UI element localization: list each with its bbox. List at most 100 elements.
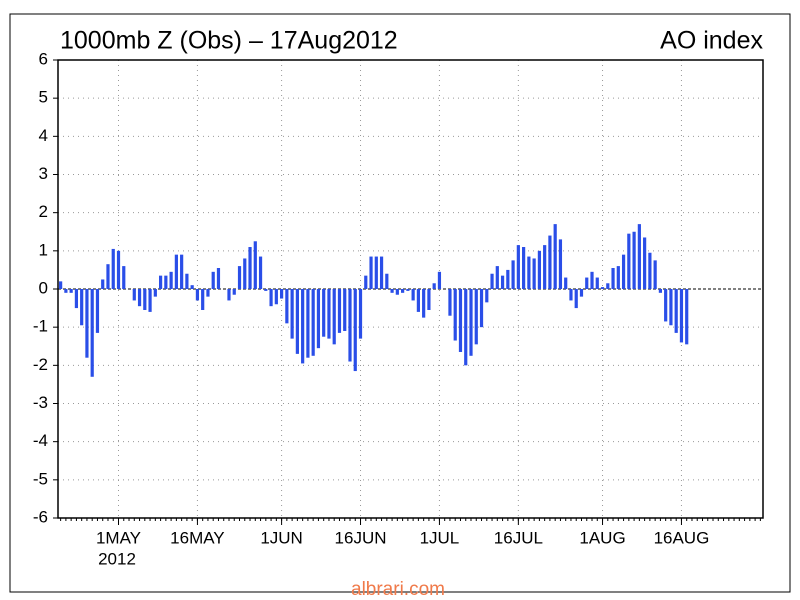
bar xyxy=(574,289,578,309)
bar xyxy=(143,289,147,310)
bar xyxy=(285,289,289,324)
bar xyxy=(479,289,484,328)
bar xyxy=(685,289,689,345)
bar xyxy=(664,289,668,322)
bar xyxy=(490,273,494,289)
bar xyxy=(416,289,420,312)
bar xyxy=(322,289,326,337)
bar xyxy=(500,275,505,289)
bar xyxy=(432,283,436,289)
bar xyxy=(64,289,68,293)
bar xyxy=(148,289,152,312)
y-tick-label: 5 xyxy=(39,88,48,107)
y-tick-label: -6 xyxy=(33,507,48,526)
y-tick-label: -5 xyxy=(33,469,48,488)
bar xyxy=(437,271,442,289)
bar xyxy=(658,289,663,293)
bar xyxy=(553,224,557,289)
bar xyxy=(185,273,189,289)
bar xyxy=(600,287,605,289)
chart-title: 1000mb Z (Obs) – 17Aug2012 xyxy=(60,27,398,55)
bar xyxy=(453,289,457,341)
bar xyxy=(237,266,242,289)
bar xyxy=(653,260,657,289)
y-tick-label: 3 xyxy=(39,164,48,183)
bar xyxy=(669,289,673,326)
bar xyxy=(379,256,384,289)
bar xyxy=(679,289,684,343)
bar xyxy=(253,241,257,289)
bar xyxy=(374,256,378,289)
bar xyxy=(158,275,163,289)
bar xyxy=(621,254,626,289)
y-tick-label: -1 xyxy=(33,317,48,336)
bar xyxy=(74,289,79,309)
bar xyxy=(579,289,584,297)
x-tick-label: 1JUL xyxy=(420,528,460,547)
bar xyxy=(590,271,594,289)
bar xyxy=(458,289,463,352)
bar xyxy=(516,245,520,289)
x-tick-label: 16JUL xyxy=(494,528,543,547)
bar xyxy=(522,247,526,289)
bar xyxy=(632,231,636,289)
bar xyxy=(364,275,368,289)
bar xyxy=(269,289,273,307)
bar xyxy=(227,289,231,301)
bar xyxy=(390,289,394,293)
bar xyxy=(506,269,510,289)
y-tick-label: 2 xyxy=(39,202,48,221)
bar xyxy=(132,289,136,301)
bar xyxy=(195,289,200,301)
bar xyxy=(258,256,263,289)
bar xyxy=(243,258,247,289)
bar xyxy=(511,260,515,289)
bar xyxy=(95,289,100,333)
bar xyxy=(264,289,268,291)
x-tick-label: 1AUG xyxy=(579,528,625,547)
bar xyxy=(137,289,142,307)
bar xyxy=(80,289,84,326)
bar xyxy=(232,289,236,295)
chart-subtitle: AO index xyxy=(660,27,763,55)
x-tick-label: 16JUN xyxy=(335,528,387,547)
bar xyxy=(406,289,410,291)
bar xyxy=(422,289,426,318)
bar xyxy=(674,289,678,333)
bar xyxy=(569,289,573,301)
bar xyxy=(248,247,252,289)
bar xyxy=(464,289,468,366)
bar xyxy=(543,245,547,289)
bar xyxy=(290,289,294,339)
bar xyxy=(548,235,552,289)
bar xyxy=(111,248,115,289)
bar xyxy=(311,289,315,356)
watermark: albrari.com xyxy=(351,579,445,600)
plot-frame xyxy=(57,59,764,519)
bar xyxy=(369,256,373,289)
bar xyxy=(469,289,473,356)
bar xyxy=(358,289,363,339)
bar xyxy=(274,289,278,305)
bar xyxy=(301,289,305,364)
bar xyxy=(122,266,126,289)
x-tick-label: 16AUG xyxy=(654,528,710,547)
bar xyxy=(180,254,184,289)
y-tick-label: 1 xyxy=(39,240,48,259)
bar xyxy=(637,224,641,289)
bar xyxy=(59,281,63,289)
y-tick-label: -3 xyxy=(33,393,48,412)
bar xyxy=(90,289,94,377)
bar xyxy=(206,289,210,297)
bar xyxy=(327,289,331,339)
bar xyxy=(101,279,105,289)
bar xyxy=(527,256,531,289)
bar xyxy=(190,285,194,289)
y-tick-label: 0 xyxy=(39,278,48,297)
bar xyxy=(343,289,347,331)
bar xyxy=(169,271,173,289)
bar xyxy=(153,289,157,297)
bar xyxy=(174,254,178,289)
bar xyxy=(595,277,599,289)
